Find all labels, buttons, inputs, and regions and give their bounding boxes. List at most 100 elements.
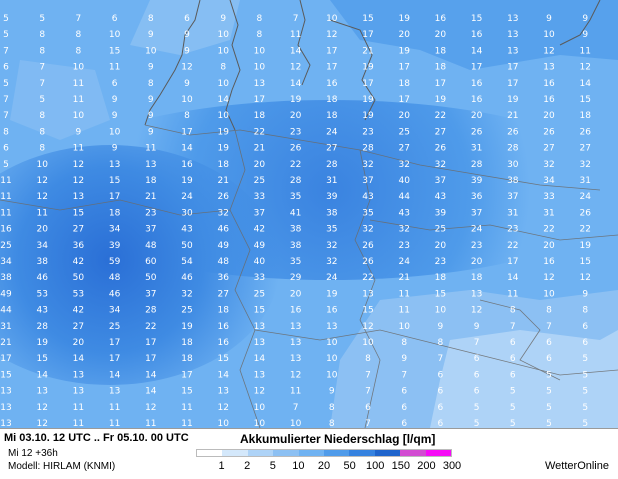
value-label: 43 — [181, 225, 192, 235]
value-label: 19 — [398, 14, 410, 24]
value-label: 20 — [471, 111, 483, 121]
coastlines — [144, 0, 601, 131]
value-label: 25 — [0, 241, 11, 251]
value-label: 28 — [326, 160, 338, 170]
value-label: 15 — [73, 208, 84, 218]
value-label: 24 — [471, 225, 483, 235]
value-label: 5 — [474, 403, 480, 413]
value-label: 23 — [471, 241, 482, 251]
value-label: 44 — [0, 306, 12, 316]
value-label: 10 — [254, 63, 266, 73]
value-label: 8 — [76, 46, 82, 56]
borders — [0, 124, 618, 428]
value-label: 37 — [145, 289, 156, 299]
value-label: 26 — [362, 257, 374, 267]
legend-tick-100: 100 — [366, 460, 385, 472]
value-label: 11 — [109, 63, 120, 73]
value-label: 13 — [507, 14, 518, 24]
legend-tick-150: 150 — [391, 460, 410, 472]
value-label: 37 — [507, 192, 518, 202]
value-label: 26 — [435, 144, 447, 154]
value-label: 11 — [73, 79, 84, 89]
value-label: 7 — [293, 403, 299, 413]
value-label: 6 — [474, 354, 480, 364]
value-label: 13 — [290, 354, 301, 364]
value-label: 7 — [39, 79, 45, 89]
value-label: 27 — [73, 322, 84, 332]
value-label: 8 — [401, 338, 407, 348]
value-label: 21 — [507, 111, 518, 121]
value-label: 12 — [73, 160, 84, 170]
legend-swatch-0 — [197, 450, 223, 456]
value-label: 11 — [579, 46, 590, 56]
value-label: 15 — [471, 14, 482, 24]
value-label: 7 — [546, 322, 552, 332]
value-label: 14 — [290, 46, 302, 56]
value-label: 6 — [401, 403, 407, 413]
value-label: 46 — [181, 273, 193, 283]
value-label: 6 — [582, 338, 588, 348]
legend-tick-200: 200 — [417, 460, 436, 472]
border-3 — [354, 149, 381, 428]
legend-swatch-3 — [273, 450, 299, 456]
value-label: 28 — [145, 306, 157, 316]
value-label: 26 — [362, 241, 374, 251]
value-label: 11 — [73, 403, 84, 413]
value-label: 18 — [326, 111, 338, 121]
value-label: 12 — [254, 387, 265, 397]
coast-northeast — [559, 0, 601, 46]
value-label: 12 — [543, 46, 554, 56]
value-label: 11 — [145, 419, 156, 428]
value-label: 12 — [290, 63, 301, 73]
value-label: 22 — [254, 127, 265, 137]
value-label: 8 — [220, 63, 226, 73]
value-label: 8 — [365, 354, 371, 364]
value-label: 10 — [435, 306, 447, 316]
value-label: 32 — [362, 225, 373, 235]
value-label: 11 — [36, 208, 47, 218]
value-label: 50 — [181, 241, 193, 251]
value-label: 6 — [112, 79, 118, 89]
value-label: 25 — [398, 127, 409, 137]
value-label: 19 — [507, 95, 519, 105]
map-canvas: 5 5 7 6 8 6 9 8 7 10 15 19 16 15 13 9 9 5 8 8 10 9 9 10 8 11 12 17 2… — [0, 0, 618, 428]
value-label: 12 — [326, 30, 337, 40]
value-label: 53 — [73, 289, 84, 299]
value-label: 30 — [181, 208, 193, 218]
value-label: 6 — [184, 14, 190, 24]
value-label: 14 — [217, 95, 229, 105]
value-label: 9 — [112, 144, 118, 154]
legend-color-bar — [196, 449, 452, 457]
value-label: 34 — [0, 257, 12, 267]
value-label: 15 — [109, 46, 120, 56]
value-label: 16 — [290, 306, 302, 316]
value-label: 49 — [217, 241, 229, 251]
value-label: 36 — [73, 241, 85, 251]
value-label: 15 — [36, 354, 47, 364]
value-label: 19 — [362, 95, 374, 105]
value-label: 25 — [435, 225, 446, 235]
value-label: 12 — [471, 306, 482, 316]
value-label: 22 — [145, 322, 156, 332]
value-label: 16 — [181, 160, 193, 170]
value-label: 34 — [543, 176, 555, 186]
value-label: 22 — [362, 273, 373, 283]
value-label: 9 — [148, 95, 154, 105]
value-label: 26 — [217, 192, 229, 202]
value-label: 9 — [546, 14, 552, 24]
value-label: 17 — [145, 354, 156, 364]
value-label: 33 — [543, 192, 554, 202]
value-label: 15 — [109, 176, 120, 186]
value-label: 28 — [507, 144, 519, 154]
value-label: 38 — [36, 257, 48, 267]
value-label: 18 — [181, 354, 193, 364]
value-label: 12 — [362, 322, 373, 332]
value-label: 15 — [579, 257, 590, 267]
value-label: 11 — [73, 95, 84, 105]
value-label: 27 — [543, 144, 554, 154]
value-label: 14 — [145, 387, 157, 397]
value-label: 34 — [36, 241, 48, 251]
value-label: 38 — [0, 273, 12, 283]
value-label: 42 — [73, 306, 84, 316]
value-label: 5 — [510, 403, 516, 413]
